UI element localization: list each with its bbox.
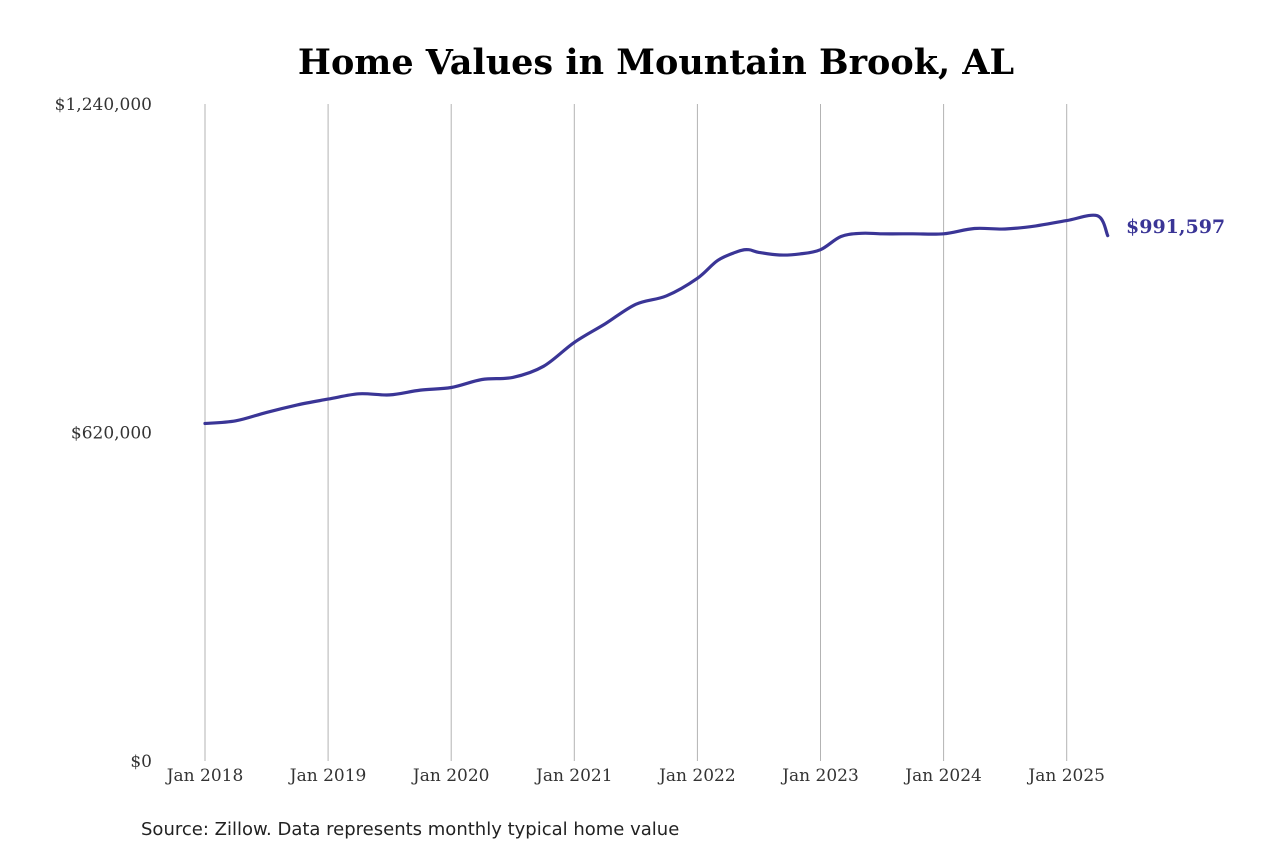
x-tick-label: Jan 2019	[288, 766, 367, 786]
end-value-label: $991,597	[1126, 216, 1225, 238]
home-value-line	[203, 213, 1110, 426]
x-tick-label: Jan 2024	[903, 766, 982, 786]
x-tick-label: Jan 2022	[657, 766, 736, 786]
y-axis-ticks: $0 $620,000 $1,240,000	[55, 95, 152, 772]
y-tick-label: $620,000	[71, 424, 152, 444]
y-tick-label: $1,240,000	[55, 95, 152, 115]
x-axis-ticks: Jan 2018 Jan 2019 Jan 2020 Jan 2021 Jan 2022…	[165, 766, 1105, 786]
x-tick-label: Jan 2023	[780, 766, 859, 786]
source-note: Source: Zillow. Data represents monthly …	[141, 819, 679, 840]
x-tick-label: Jan 2021	[534, 766, 613, 786]
chart-title: Home Values in Mountain Brook, AL	[298, 42, 1014, 83]
grid-lines	[204, 104, 1068, 761]
y-tick-label: $0	[130, 752, 152, 772]
x-tick-label: Jan 2020	[411, 766, 490, 786]
x-tick-label: Jan 2018	[165, 766, 244, 786]
x-tick-label: Jan 2025	[1026, 766, 1105, 786]
